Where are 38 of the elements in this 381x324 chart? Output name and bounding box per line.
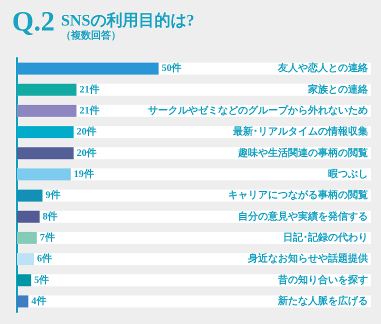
data-label: 21件 [79,104,100,116]
y-tick-label: 友人や恋人との連絡 [277,62,369,74]
bar [17,147,74,160]
y-tick-label: 最新･リアルタイムの情報収集 [232,126,368,138]
bar [17,104,76,117]
data-label: 19件 [74,168,94,180]
y-tick-label: キャリアにつながる事柄の閲覧 [228,189,368,202]
data-label: 21件 [79,83,100,96]
y-tick-label: 日記･記録の代わり [283,231,368,244]
y-tick-label: 趣味や生活関連の事柄の閲覧 [237,146,368,159]
data-label: 4件 [31,294,46,307]
bar [17,295,28,308]
y-tick-label: 自分の意見や実績を発信する [238,210,368,222]
bar [17,126,74,138]
bar [17,168,71,180]
chart-title: SNSの利用目的は? [61,12,194,30]
y-tick-label: 暇つぶし [328,168,368,180]
chart-subtitle: （複数回答） [61,30,121,42]
bar [17,210,40,223]
data-label: 7件 [40,231,55,244]
y-tick-label: サークルやゼミなどのグループから外れないため [148,104,368,116]
data-label: 5件 [34,274,50,286]
bar [17,232,37,244]
data-label: 50件 [162,62,182,74]
y-tick-label: 家族との連絡 [307,83,369,96]
y-tick-label: 身近なお知らせや話題提供 [247,252,368,265]
bar [17,84,76,96]
y-tick-label: 新たな人脈を広げる [277,294,368,307]
y-tick-label: 昔の知り合いを探す [277,274,368,286]
data-label: 20件 [76,126,97,138]
text: Q.2 [12,6,55,38]
bar [17,253,34,266]
data-label: 9件 [45,189,60,202]
data-label: 20件 [76,146,97,159]
data-label: 6件 [36,252,52,265]
bar [17,190,42,202]
data-label: 8件 [42,210,58,222]
bar [17,274,32,286]
